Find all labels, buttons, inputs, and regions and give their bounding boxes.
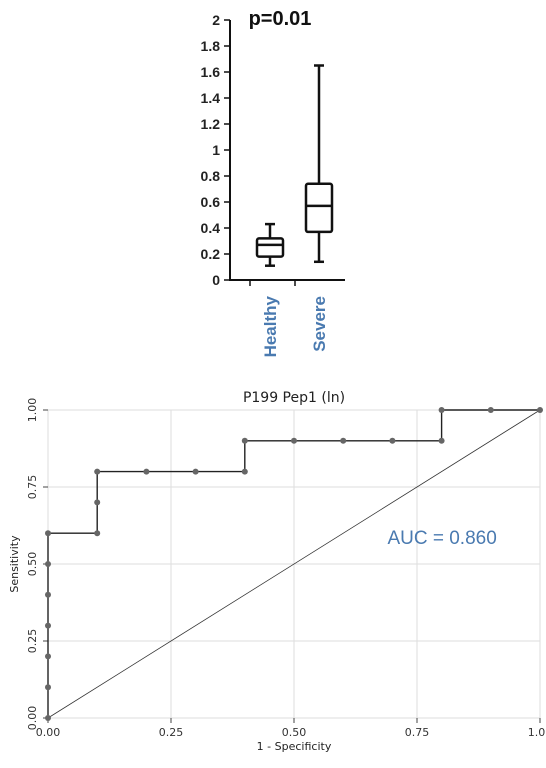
reference-diagonal-line: [47, 409, 541, 719]
y-tick-label: 0.50: [26, 552, 39, 577]
roc-point: [340, 437, 347, 444]
y-tick-label: 0.25: [26, 629, 39, 654]
y-tick-label: 2: [212, 12, 220, 28]
y-tick-label: 1: [212, 142, 220, 158]
x-tick-label: 1.00: [528, 726, 546, 739]
y-tick-label: 1.6: [201, 64, 221, 80]
roc-point: [192, 468, 199, 475]
roc-point: [291, 437, 297, 444]
category-label: Severe: [310, 296, 329, 352]
y-tick-label: 0.75: [26, 475, 39, 500]
roc-point: [45, 530, 51, 537]
roc-point: [438, 437, 445, 444]
y-tick-label: 0.00: [26, 706, 39, 731]
roc-point: [45, 561, 51, 567]
y-tick-label: 1.8: [201, 38, 221, 54]
roc-point: [45, 591, 51, 598]
x-tick-label: 0.00: [36, 726, 61, 739]
category-label: Healthy: [261, 295, 280, 357]
roc-point: [487, 407, 494, 413]
y-tick-label: 1.4: [201, 90, 221, 106]
roc-point: [94, 468, 101, 475]
roc-point: [537, 407, 543, 413]
y-tick-label: 0.4: [201, 220, 221, 236]
roc-point: [241, 468, 248, 475]
box-healthy: [255, 237, 285, 258]
y-tick-label: 0.2: [201, 246, 221, 262]
roc-point: [389, 437, 396, 444]
y-tick-label: 1.00: [26, 398, 39, 423]
p-value-annotation: p=0.01: [249, 8, 312, 30]
roc-point: [45, 622, 51, 629]
box-plot-chart: 0 0.2 0.4 0.6 0.8 1 1.2 1.4 1.6 1.8 2 Healthy Severe…: [201, 8, 345, 357]
roc-curve-chart: P199 Pep1 (ln) 0.00 0.25 0.50 0.75 1.00 0.00 0.…: [8, 390, 546, 753]
roc-point: [45, 684, 51, 691]
roc-point: [94, 530, 101, 537]
y-axis-label: Sensitivity: [8, 535, 21, 593]
roc-point: [45, 653, 51, 660]
box-severe: [304, 182, 334, 234]
y-tick-label: 0.8: [201, 168, 221, 184]
auc-annotation: AUC = 0.860: [387, 528, 496, 549]
y-tick-label: 0.6: [201, 194, 221, 210]
roc-point: [438, 407, 445, 413]
y-tick-label: 1.2: [201, 116, 221, 132]
roc-point: [94, 499, 101, 506]
roc-point: [241, 437, 248, 444]
x-axis-label: 1 - Specificity: [257, 740, 332, 753]
roc-point: [143, 468, 150, 475]
x-tick-label: 0.25: [159, 726, 184, 739]
x-tick-label: 0.75: [405, 726, 430, 739]
x-tick-label: 0.50: [282, 726, 307, 739]
y-tick-label: 0: [212, 272, 220, 288]
roc-point: [45, 715, 51, 721]
chart-title: P199 Pep1 (ln): [243, 390, 345, 406]
